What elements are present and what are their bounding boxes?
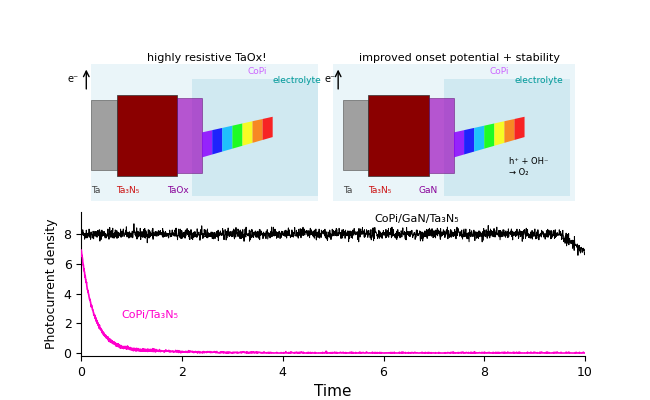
Polygon shape — [263, 117, 273, 140]
Text: CoPi: CoPi — [248, 67, 267, 76]
FancyBboxPatch shape — [91, 64, 318, 201]
FancyBboxPatch shape — [91, 100, 116, 170]
Text: Ta: Ta — [91, 186, 101, 194]
FancyBboxPatch shape — [444, 79, 570, 196]
Polygon shape — [494, 121, 504, 146]
Polygon shape — [212, 128, 222, 154]
Text: Ta₃N₅: Ta₃N₅ — [369, 186, 392, 194]
Text: CoPi: CoPi — [489, 67, 509, 76]
Text: electrolyte: electrolyte — [514, 76, 563, 85]
Text: Ta: Ta — [343, 186, 352, 194]
Text: CoPi/Ta₃N₅: CoPi/Ta₃N₅ — [122, 310, 179, 320]
X-axis label: Time: Time — [315, 384, 352, 399]
Text: e⁻: e⁻ — [68, 74, 79, 84]
Polygon shape — [514, 117, 525, 140]
Polygon shape — [242, 121, 252, 146]
Polygon shape — [202, 130, 212, 157]
FancyBboxPatch shape — [177, 98, 202, 173]
FancyBboxPatch shape — [343, 100, 369, 170]
Text: TaOx: TaOx — [167, 186, 188, 194]
Text: GaN: GaN — [419, 186, 438, 194]
FancyBboxPatch shape — [333, 64, 575, 201]
FancyBboxPatch shape — [369, 95, 429, 176]
Text: h⁺ + OH⁻
→ O₂: h⁺ + OH⁻ → O₂ — [510, 157, 549, 177]
FancyBboxPatch shape — [116, 95, 177, 176]
Polygon shape — [222, 126, 233, 152]
Polygon shape — [484, 124, 494, 149]
Polygon shape — [474, 126, 484, 152]
Polygon shape — [464, 128, 474, 154]
Polygon shape — [504, 119, 514, 143]
Polygon shape — [454, 130, 464, 157]
Polygon shape — [252, 119, 263, 143]
Text: highly resistive TaOx!: highly resistive TaOx! — [148, 53, 267, 63]
Y-axis label: Photocurrent density: Photocurrent density — [45, 219, 58, 349]
Text: CoPi/GaN/Ta₃N₅: CoPi/GaN/Ta₃N₅ — [374, 214, 459, 224]
FancyBboxPatch shape — [192, 79, 318, 196]
Text: improved onset potential + stability: improved onset potential + stability — [359, 53, 560, 63]
Text: electrolyte: electrolyte — [273, 76, 321, 85]
Text: Ta₃N₅: Ta₃N₅ — [116, 186, 140, 194]
FancyBboxPatch shape — [429, 98, 454, 173]
Polygon shape — [233, 124, 242, 149]
Text: e⁻: e⁻ — [324, 74, 335, 84]
